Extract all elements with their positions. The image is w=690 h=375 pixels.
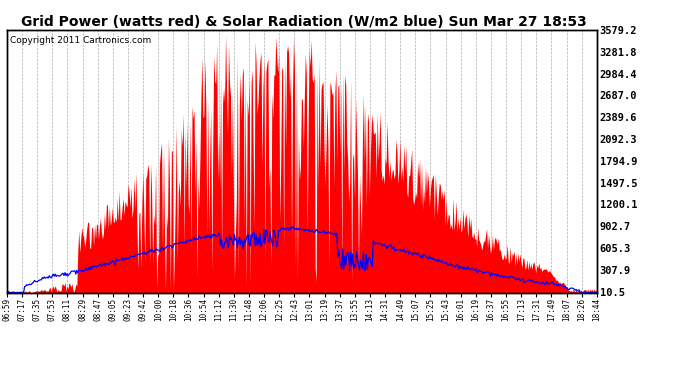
- Text: Grid Power (watts red) & Solar Radiation (W/m2 blue) Sun Mar 27 18:53: Grid Power (watts red) & Solar Radiation…: [21, 15, 586, 29]
- Text: Copyright 2011 Cartronics.com: Copyright 2011 Cartronics.com: [10, 36, 151, 45]
